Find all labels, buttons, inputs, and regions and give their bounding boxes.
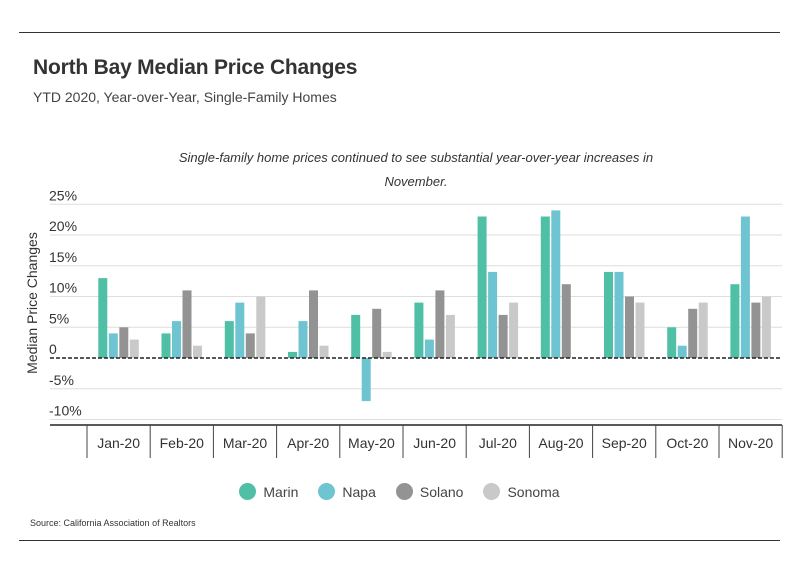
bar-solano (119, 327, 129, 359)
bottom-rule (19, 540, 780, 541)
bar-marin (477, 216, 487, 358)
bar-napa (361, 358, 371, 402)
bar-sonoma (635, 302, 645, 358)
x-tick-label: Jul-20 (479, 435, 517, 451)
x-tick-label: Jan-20 (97, 435, 140, 451)
bar-napa (677, 345, 687, 358)
x-tick-label: Nov-20 (728, 435, 773, 451)
legend-swatch (239, 483, 257, 500)
bar-marin (351, 314, 361, 358)
bar-napa (172, 321, 181, 358)
bar-marin (98, 278, 108, 358)
legend-item-solano: Solano (395, 483, 464, 500)
bar-solano (245, 333, 255, 358)
y-tick-label: -5% (49, 372, 74, 388)
bar-marin (604, 271, 613, 358)
bar-solano (561, 284, 571, 358)
bar-sonoma (698, 302, 708, 358)
bar-napa (108, 333, 118, 358)
x-tick-label: Aug-20 (538, 435, 583, 451)
bar-napa (614, 271, 624, 358)
bar-napa (551, 210, 561, 358)
x-tick-label: Sep-20 (602, 435, 647, 451)
bar-solano (625, 296, 634, 358)
bar-solano (372, 308, 382, 358)
bar-napa (235, 302, 245, 358)
x-tick-label: Jun-20 (413, 435, 456, 451)
bar-napa (488, 271, 498, 358)
bar-marin (224, 321, 234, 358)
y-tick-label: -10% (49, 403, 82, 419)
chart-legend: Marin Napa Solano Sonoma (0, 483, 799, 500)
bar-napa (740, 216, 750, 358)
x-tick-label: Feb-20 (160, 435, 205, 451)
annotation-text: Single-family home prices continued to s… (179, 150, 653, 165)
legend-swatch (395, 483, 413, 500)
legend-swatch (483, 483, 501, 500)
bar-solano (182, 290, 192, 358)
legend-item-sonoma: Sonoma (483, 483, 560, 500)
bar-sonoma (445, 314, 455, 358)
y-axis-label: Median Price Changes (24, 232, 40, 374)
bar-sonoma (382, 351, 392, 358)
y-tick-label: 20% (49, 218, 77, 234)
bar-sonoma (509, 302, 519, 358)
y-tick-label: 10% (49, 280, 77, 296)
legend-item-napa: Napa (318, 483, 376, 500)
bar-solano (435, 290, 445, 358)
bar-solano (751, 302, 761, 358)
bar-napa (298, 321, 308, 358)
legend-label: Napa (342, 483, 376, 500)
y-tick-label: 15% (49, 249, 77, 265)
bar-marin (288, 351, 297, 358)
legend-label: Sonoma (507, 483, 560, 500)
bar-sonoma (761, 296, 771, 358)
chart-title: North Bay Median Price Changes (33, 56, 358, 79)
bar-sonoma (129, 339, 139, 358)
top-rule (19, 32, 780, 33)
legend-label: Solano (419, 483, 464, 500)
x-tick-label: Oct-20 (666, 435, 708, 451)
legend-label: Marin (263, 483, 299, 500)
x-tick-label: Apr-20 (287, 435, 329, 451)
y-tick-label: 0 (49, 341, 57, 357)
bar-sonoma (319, 345, 329, 358)
bar-marin (730, 284, 740, 358)
chart-subtitle: YTD 2020, Year-over-Year, Single-Family … (33, 89, 337, 105)
annotation-text: November. (384, 174, 447, 189)
x-tick-label: May-20 (348, 435, 395, 451)
y-tick-label: 25% (49, 187, 77, 203)
bar-solano (498, 314, 508, 358)
bar-napa (424, 339, 434, 358)
bar-solano (309, 290, 318, 358)
bar-marin (414, 302, 424, 358)
y-tick-label: 5% (49, 310, 69, 326)
bar-marin (540, 216, 550, 358)
bar-marin (667, 327, 677, 359)
bar-marin (161, 333, 171, 358)
legend-item-marin: Marin (239, 483, 298, 500)
bar-solano (688, 308, 698, 358)
legend-swatch (318, 483, 336, 500)
x-tick-label: Mar-20 (223, 435, 268, 451)
bar-sonoma (256, 296, 266, 358)
source-note: Source: California Association of Realto… (30, 518, 196, 528)
bar-sonoma (193, 345, 202, 358)
